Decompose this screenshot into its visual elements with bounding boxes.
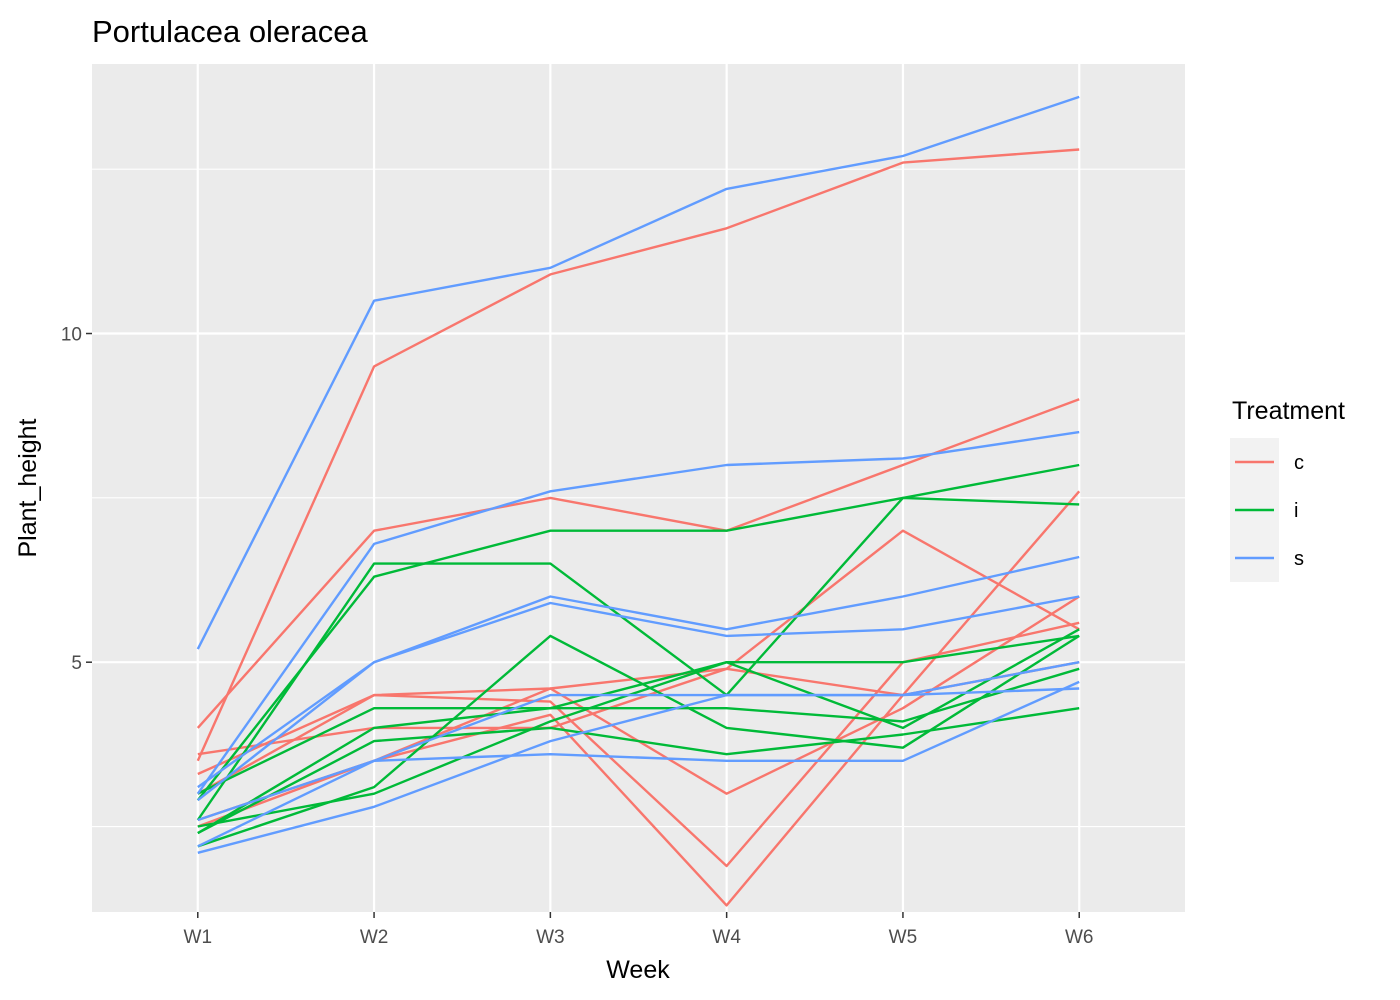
series-line-s: [197, 555, 1080, 789]
x-tick-label: W5: [889, 927, 918, 948]
legend-label-s: s: [1294, 548, 1304, 570]
legend-label-i: i: [1294, 500, 1298, 522]
series-line-s: [197, 661, 1080, 822]
chart-title: Portulacea oleracea: [92, 14, 368, 49]
series-lines: [196, 95, 1081, 907]
series-line-s: [197, 595, 1080, 802]
series-line-s: [197, 687, 1080, 854]
y-axis: 5 10: [61, 325, 92, 674]
series-line-c: [197, 529, 1080, 756]
x-tick-label: W2: [360, 927, 389, 948]
series-line-s: [197, 680, 1080, 848]
series-line-s: [196, 95, 1080, 650]
legend-label-c: c: [1294, 452, 1304, 474]
y-tick-label: 5: [71, 653, 82, 674]
legend-title: Treatment: [1232, 397, 1345, 425]
series-line-i: [197, 628, 1080, 828]
x-axis: W1 W2 W3 W4 W5 W6: [184, 912, 1094, 948]
legend-entries: c i s: [1235, 452, 1304, 570]
x-tick-label: W4: [712, 927, 741, 948]
x-tick-label: W3: [536, 927, 565, 948]
x-axis-title: Week: [606, 956, 670, 984]
y-axis-title: Plant_height: [14, 418, 42, 557]
x-tick-label: W1: [184, 927, 213, 948]
series-line-i: [197, 634, 1080, 848]
y-tick-label: 10: [61, 325, 82, 346]
series-line-i: [197, 634, 1080, 835]
series-line-i: [196, 463, 1080, 801]
series-line-s: [196, 430, 1080, 795]
x-tick-label: W6: [1065, 927, 1094, 948]
series-line-i: [196, 496, 1080, 821]
legend: Treatment c i s: [1230, 397, 1345, 582]
series-line-c: [197, 621, 1080, 868]
grid-major: [92, 64, 1185, 912]
plot-panel: [92, 64, 1185, 912]
series-line-c: [196, 148, 1080, 762]
